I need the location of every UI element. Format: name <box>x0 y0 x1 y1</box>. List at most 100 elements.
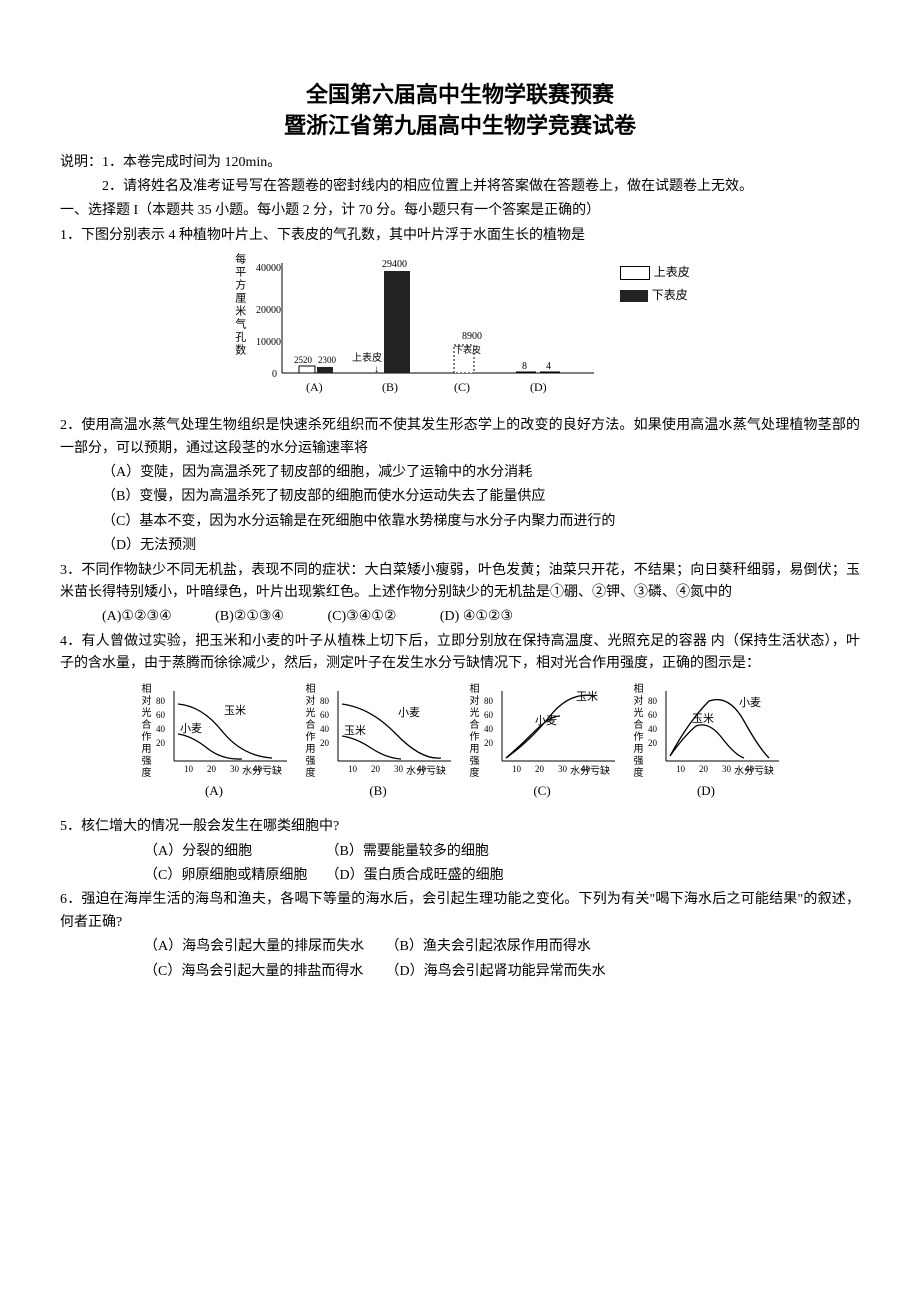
svg-text:水分亏缺: 水分亏缺 <box>570 764 610 776</box>
ytick-0: 0 <box>272 369 277 380</box>
q1-B-lower-val: 29400 <box>382 259 407 270</box>
svg-text:20: 20 <box>648 738 658 748</box>
svg-text:60: 60 <box>648 710 658 720</box>
svg-text:玉米: 玉米 <box>692 712 714 725</box>
q5-stem: 5．核仁增大的情况一般会发生在哪类细胞中? <box>60 816 860 838</box>
intro-line-1: 说明：1．本卷完成时间为 120min。 <box>60 152 860 174</box>
q5-C: （C）卵原细胞或精原细胞 <box>102 865 322 887</box>
q4-chart-D: 相对光合作用强度 8060 4020 1020 3040 小麦 玉米 水分亏缺 … <box>628 683 784 802</box>
q2-B: （B）变慢，因为高温杀死了韧皮部的细胞而使水分运动失去了能量供应 <box>60 486 860 508</box>
q4-charts: 相对光合作用强度 8060 4020 1020 3040 玉米 小麦 水分亏缺 … <box>60 683 860 802</box>
q4-C-tag: (C) <box>464 781 620 802</box>
q6-B: （B）渔夫会引起浓尿作用而得水 <box>386 939 591 954</box>
svg-text:80: 80 <box>648 696 658 706</box>
q1-B-arrow: ↓ <box>374 364 379 375</box>
svg-text:10: 10 <box>348 764 358 774</box>
svg-text:10: 10 <box>676 764 686 774</box>
svg-text:水分亏缺: 水分亏缺 <box>734 764 774 776</box>
svg-text:60: 60 <box>320 710 330 720</box>
svg-text:小麦: 小麦 <box>535 714 557 727</box>
q4-D-tag: (D) <box>628 781 784 802</box>
q5-row1: （A）分裂的细胞 （B）需要能量较多的细胞 <box>60 841 860 863</box>
q1-stem: 1．下图分别表示 4 种植物叶片上、下表皮的气孔数，其中叶片浮于水面生长的植物是 <box>60 225 860 247</box>
ytick-20000: 20000 <box>256 305 281 316</box>
q1-C-upper-val: 8900 <box>462 331 482 342</box>
svg-text:小麦: 小麦 <box>398 706 420 719</box>
legend-lower-swatch <box>620 290 648 302</box>
q1-B-upper-note: 上表皮 <box>352 351 382 364</box>
q1-A-tag: (A) <box>306 380 323 394</box>
svg-text:20: 20 <box>156 738 166 748</box>
q3-A: (A)①②③④ <box>102 606 172 628</box>
q4-chart-C: 相对光合作用强度 8060 4020 1020 3040 玉米 小麦 水分亏缺 … <box>464 683 620 802</box>
svg-text:水分亏缺: 水分亏缺 <box>242 764 282 776</box>
q2-A: （A）变陡，因为高温杀死了韧皮部的细胞，减少了运输中的水分消耗 <box>60 462 860 484</box>
q1-legend: 上表皮 下表皮 <box>620 263 690 305</box>
q4-stem: 4．有人曾做过实验，把玉米和小麦的叶子从植株上切下后，立即分别放在保持高温度、光… <box>60 631 860 676</box>
svg-text:水分亏缺: 水分亏缺 <box>406 764 446 776</box>
legend-upper-swatch <box>620 266 650 280</box>
svg-text:10: 10 <box>184 764 194 774</box>
q1-C-lower-note: 下表皮 <box>454 344 481 355</box>
title-line-2: 暨浙江省第九届高中生物学竞赛试卷 <box>60 111 860 142</box>
svg-text:30: 30 <box>558 764 568 774</box>
q4B-ylabel: 相对光合作用强度 <box>300 683 316 779</box>
svg-text:玉米: 玉米 <box>224 704 246 717</box>
svg-text:20: 20 <box>371 764 381 774</box>
svg-text:40: 40 <box>320 724 330 734</box>
legend-lower-label: 下表皮 <box>652 286 688 305</box>
section-1-header: 一、选择题 I（本题共 35 小题。每小题 2 分，计 70 分。每小题只有一个… <box>60 200 860 222</box>
svg-text:30: 30 <box>394 764 404 774</box>
svg-text:20: 20 <box>699 764 709 774</box>
title-line-1: 全国第六届高中生物学联赛预赛 <box>60 80 860 111</box>
q4-chart-A: 相对光合作用强度 8060 4020 1020 3040 玉米 小麦 水分亏缺 … <box>136 683 292 802</box>
q6-D: （D）海鸟会引起肾功能异常而失水 <box>386 964 606 979</box>
svg-text:80: 80 <box>484 696 494 706</box>
q6-row2: （C）海鸟会引起大量的排盐而得水 （D）海鸟会引起肾功能异常而失水 <box>60 961 860 983</box>
q4A-ylabel: 相对光合作用强度 <box>136 683 152 779</box>
q5-B: （B）需要能量较多的细胞 <box>326 844 489 859</box>
svg-text:20: 20 <box>484 738 494 748</box>
q1-ylabel: 每平方厘米气孔数 <box>230 253 248 357</box>
q1-chart: 每平方厘米气孔数 40000 20000 10000 0 2520 2300 (… <box>60 253 860 403</box>
q1-A-lower-bar <box>317 367 333 373</box>
svg-text:10: 10 <box>512 764 522 774</box>
q5-row2: （C）卵原细胞或精原细胞 （D）蛋白质合成旺盛的细胞 <box>60 865 860 887</box>
q3-C: (C)③④①② <box>328 606 397 628</box>
svg-text:玉米: 玉米 <box>576 690 598 703</box>
q5-A: （A）分裂的细胞 <box>102 841 322 863</box>
q2-stem: 2．使用高温水蒸气处理生物组织是快速杀死组织而不使其发生形态学上的改变的良好方法… <box>60 415 860 460</box>
q6-row1: （A）海鸟会引起大量的排尿而失水 （B）渔夫会引起浓尿作用而得水 <box>60 936 860 958</box>
q6-C: （C）海鸟会引起大量的排盐而得水 <box>102 961 382 983</box>
q3-options: (A)①②③④ (B)②①③④ (C)③④①② (D) ④①②③ <box>60 606 860 628</box>
svg-text:40: 40 <box>156 724 166 734</box>
q1-B-lower-bar <box>384 271 410 373</box>
q1-A-upper-val: 2520 <box>294 355 313 365</box>
svg-text:20: 20 <box>320 738 330 748</box>
q1-A-upper-bar <box>299 366 315 373</box>
q6-stem: 6．强迫在海岸生活的海鸟和渔夫，各喝下等量的海水后，会引起生理功能之变化。下列为… <box>60 889 860 934</box>
q3-stem: 3．不同作物缺少不同无机盐，表现不同的症状：大白菜矮小瘦弱，叶色发黄；油菜只开花… <box>60 560 860 605</box>
legend-upper-label: 上表皮 <box>654 263 690 282</box>
svg-text:20: 20 <box>207 764 217 774</box>
q1-B-tag: (B) <box>382 380 398 394</box>
svg-text:80: 80 <box>156 696 166 706</box>
q2-C: （C）基本不变，因为水分运输是在死细胞中依靠水势梯度与水分子内聚力而进行的 <box>60 511 860 533</box>
ytick-10000: 10000 <box>256 337 281 348</box>
svg-text:40: 40 <box>648 724 658 734</box>
q1-C-tag: (C) <box>454 380 470 394</box>
q2-D: （D）无法预测 <box>60 535 860 557</box>
svg-text:小麦: 小麦 <box>180 722 202 735</box>
svg-text:40: 40 <box>484 724 494 734</box>
q4-A-tag: (A) <box>136 781 292 802</box>
svg-text:20: 20 <box>535 764 545 774</box>
intro-line-2: 2．请将姓名及准考证号写在答题卷的密封线内的相应位置上并将答案做在答题卷上，做在… <box>60 176 860 198</box>
q3-D: (D) ④①②③ <box>440 606 513 628</box>
svg-text:30: 30 <box>230 764 240 774</box>
svg-text:小麦: 小麦 <box>739 696 761 709</box>
q1-svg: 40000 20000 10000 0 2520 2300 (A) 29400 … <box>254 253 614 403</box>
svg-text:60: 60 <box>156 710 166 720</box>
q4-B-tag: (B) <box>300 781 456 802</box>
q1-D-tag: (D) <box>530 380 547 394</box>
svg-text:30: 30 <box>722 764 732 774</box>
